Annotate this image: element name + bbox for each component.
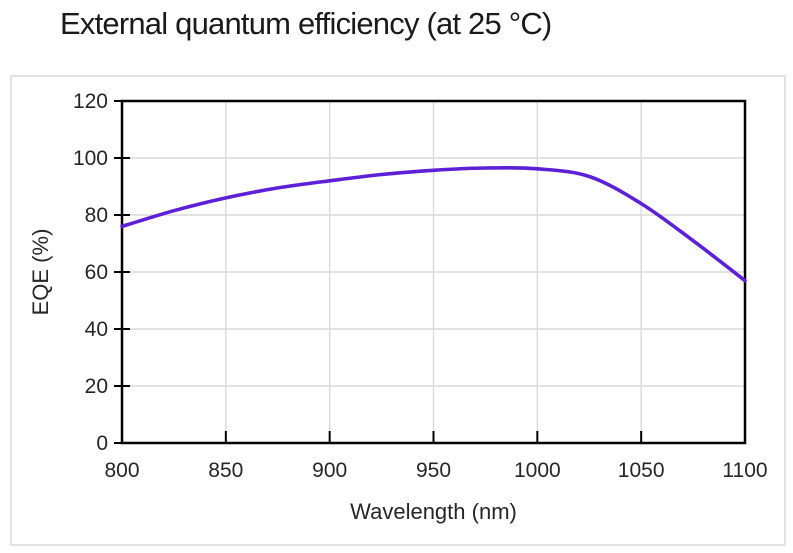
y-tick-label: 20 [85, 375, 108, 398]
x-tick-label: 1050 [618, 459, 665, 482]
eqe-curve [120, 165, 747, 283]
x-tick-label: 850 [208, 459, 243, 482]
y-axis-label: EQE (%) [28, 229, 53, 316]
x-tick-label: 800 [104, 459, 139, 482]
x-tick-label: 900 [312, 459, 347, 482]
x-tick-label: 1100 [722, 459, 767, 482]
y-tick-label: 60 [85, 261, 108, 284]
x-axis-label: Wavelength (nm) [350, 499, 517, 524]
x-tick-label: 1000 [514, 459, 561, 482]
chart-title: External quantum efficiency (at 25 °C) [60, 6, 552, 41]
eqe-line-chart: 0 20 40 60 80 100 120 800 850 900 950 1000 1050 1100 W… [28, 90, 768, 524]
y-tick-label: 0 [96, 432, 108, 455]
y-tick-label: 80 [85, 204, 108, 227]
chart-panel: 0 20 40 60 80 100 120 800 850 900 950 1000 1050 1100 W… [10, 75, 786, 546]
y-tick-label: 40 [85, 318, 108, 341]
x-tick-label: 950 [416, 459, 451, 482]
y-tick-label: 100 [73, 147, 108, 170]
y-tick-label: 120 [73, 90, 108, 113]
